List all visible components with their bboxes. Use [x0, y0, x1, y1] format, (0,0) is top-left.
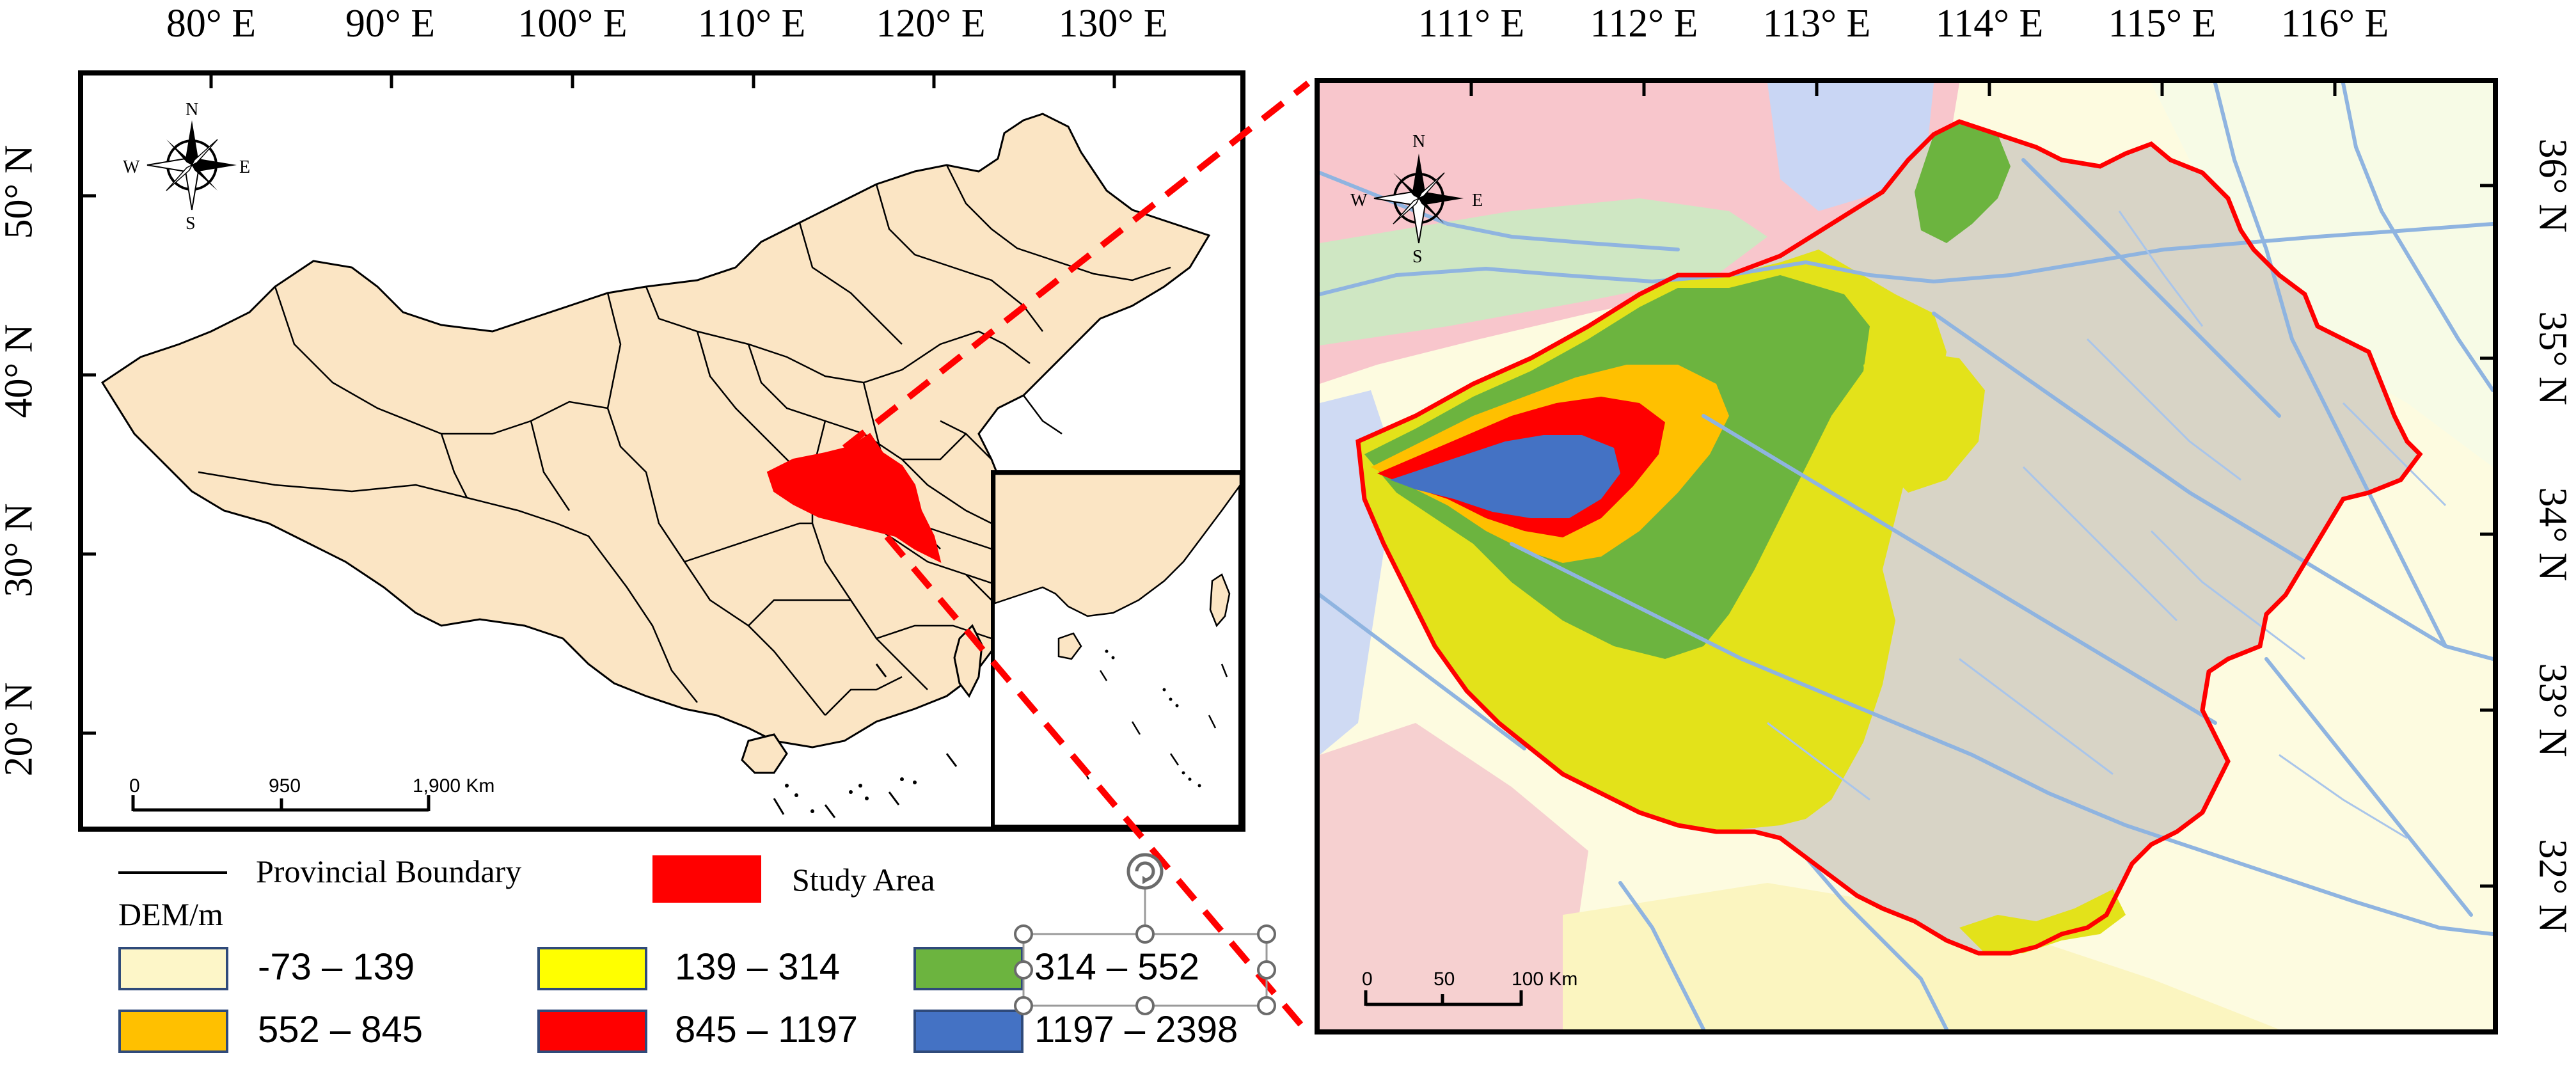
overview-map: N S W E 0 950 1,900 Km — [83, 75, 1240, 827]
lat-tick: 36° N — [2531, 138, 2575, 233]
study-area-boundary — [1355, 119, 2423, 956]
scale-label: 950 — [269, 775, 301, 797]
inset-coast — [993, 473, 1240, 617]
dem-swatch — [118, 1010, 228, 1053]
bg-terrain-pale-ne — [2151, 83, 2493, 467]
south-label: S — [186, 214, 196, 234]
leader-line-bottom — [858, 503, 1311, 1036]
islands-dots — [785, 777, 917, 813]
lon-tick: 110° E — [697, 2, 806, 45]
west-label: W — [1350, 191, 1368, 210]
lat-tick: 35° N — [2531, 311, 2575, 406]
compass-rose-icon — [146, 120, 237, 210]
boundary-legend-label: Provincial Boundary — [256, 853, 522, 889]
lon-tick: 112° E — [1590, 2, 1698, 45]
lon-tick: 90° E — [345, 2, 436, 45]
scale-label: 0 — [1362, 969, 1373, 990]
detail-tick-marks — [1469, 83, 2493, 888]
dem-yellow-south — [1959, 889, 2126, 953]
china-landmass — [100, 113, 1211, 749]
study-area-legend-swatch — [652, 855, 761, 903]
lon-tick: 114° E — [1935, 2, 2044, 45]
scale-label: 0 — [129, 775, 140, 797]
study-area-legend-label: Study Area — [792, 862, 935, 898]
selection-box[interactable] — [998, 844, 1286, 1024]
river-network — [1320, 83, 2493, 1029]
dem-class-label: 552 – 845 — [258, 1009, 423, 1050]
lon-tick: 80° E — [166, 2, 257, 45]
dem-class-label: 1197 – 2398 — [1034, 1009, 1238, 1050]
lon-tick: 116° E — [2280, 2, 2389, 45]
dem-swatch — [118, 947, 228, 990]
dem-swatch — [537, 947, 647, 990]
dem-class-label: 845 – 1197 — [675, 1009, 858, 1050]
overview-scale-bar — [131, 795, 431, 812]
north-label: N — [186, 100, 198, 120]
west-label: W — [123, 157, 140, 177]
scale-label: 100 Km — [1512, 969, 1577, 990]
lon-tick: 113° E — [1762, 2, 1871, 45]
lat-tick: 32° N — [2531, 839, 2575, 933]
dem-swatch — [913, 947, 1023, 990]
lat-tick: 33° N — [2531, 663, 2575, 757]
inset-taiwan — [1209, 573, 1231, 628]
boundary-legend-line — [118, 871, 227, 874]
dem-green-north — [1915, 122, 2011, 243]
dem-swatch — [913, 1010, 1023, 1053]
dem-class-label: -73 – 139 — [258, 946, 415, 988]
lon-tick: 120° E — [876, 2, 986, 45]
dem-blue-zone — [1390, 435, 1620, 518]
overview-map-frame: N S W E 0 950 1,900 Km — [78, 70, 1245, 832]
detail-map-frame: N S W E 0 50 100 Km — [1315, 78, 2498, 1034]
compass-rose-icon — [1373, 154, 1464, 244]
inset-dots — [1105, 649, 1201, 788]
detail-scale-bar — [1364, 990, 1523, 1006]
east-label: E — [239, 157, 250, 177]
lon-tick: 100° E — [518, 2, 628, 45]
lon-tick: 130° E — [1058, 2, 1168, 45]
east-label: E — [1472, 191, 1483, 210]
rotate-handle-icon[interactable] — [1126, 853, 1164, 890]
minor-rivers — [1767, 210, 2447, 839]
dem-class-label: 314 – 552 — [1034, 946, 1200, 988]
dem-yellow-east — [1863, 352, 1985, 493]
scale-label: 50 — [1434, 969, 1455, 990]
south-label: S — [1412, 247, 1423, 267]
hainan-island — [741, 733, 788, 774]
bg-terrain-pink-sw — [1320, 723, 1588, 1029]
overview-tick-marks — [83, 75, 1116, 735]
north-label: N — [1412, 132, 1425, 152]
lon-tick: 111° E — [1418, 2, 1525, 45]
leader-line-top — [842, 81, 1311, 450]
detail-map: N S W E 0 50 100 Km — [1320, 83, 2493, 1029]
dem-legend-title: DEM/m — [118, 896, 223, 932]
bg-terrain-yellow-s — [1563, 883, 2279, 1029]
scale-label: 1,900 Km — [413, 775, 494, 797]
lat-tick: 34° N — [2531, 487, 2575, 582]
dem-swatch — [537, 1010, 647, 1053]
inset-hainan — [1057, 632, 1082, 660]
lon-tick: 115° E — [2108, 2, 2216, 45]
dem-class-label: 139 – 314 — [675, 946, 841, 988]
